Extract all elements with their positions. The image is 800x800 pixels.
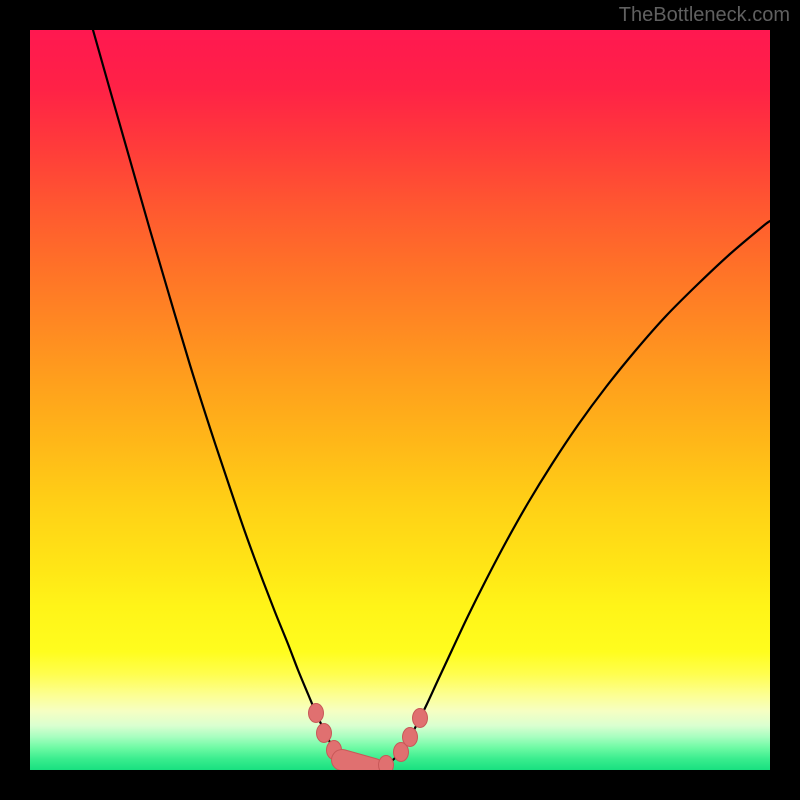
curve-marker [403, 728, 418, 747]
curve-marker [309, 704, 324, 723]
curve-marker [413, 709, 428, 728]
watermark-label: TheBottleneck.com [619, 4, 790, 27]
curve-marker [379, 756, 394, 771]
curve-marker [317, 724, 332, 743]
curve-marker-capsule [342, 760, 374, 769]
chart-svg [30, 30, 770, 770]
bottleneck-chart [30, 30, 770, 770]
chart-background [30, 30, 770, 770]
